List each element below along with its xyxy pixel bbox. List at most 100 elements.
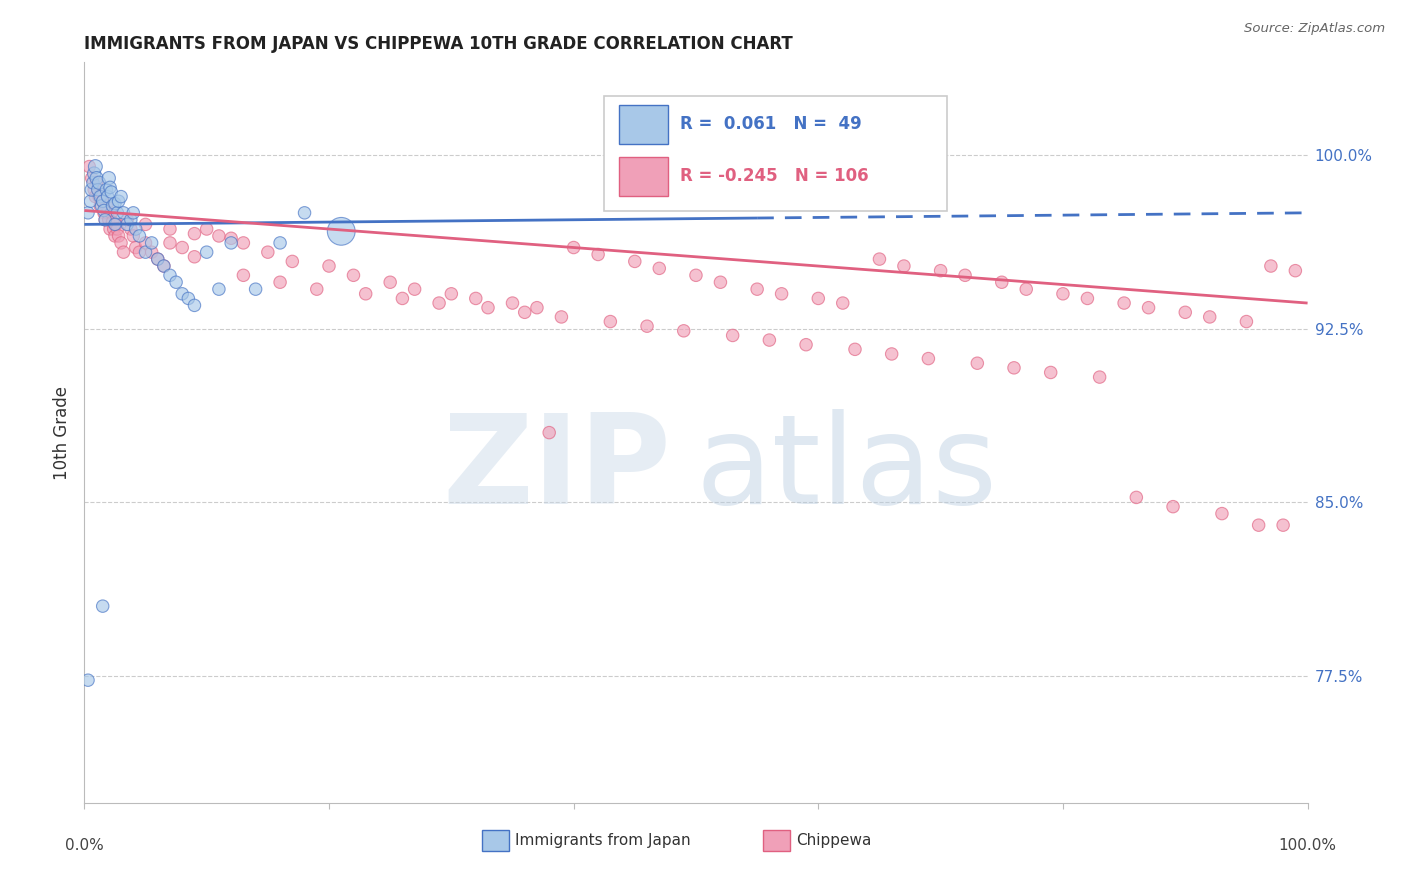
Point bbox=[183, 250, 205, 264]
Bar bbox=[619, 105, 668, 144]
Point bbox=[330, 224, 353, 238]
Text: 100.0%: 100.0% bbox=[1278, 838, 1337, 853]
Point bbox=[219, 231, 242, 245]
Point bbox=[105, 206, 128, 220]
Point bbox=[1114, 296, 1136, 310]
Point bbox=[1174, 305, 1197, 319]
Point bbox=[177, 292, 200, 306]
Point bbox=[880, 347, 903, 361]
Point bbox=[77, 673, 100, 688]
Point bbox=[135, 235, 157, 250]
Point bbox=[1161, 500, 1184, 514]
Point bbox=[128, 229, 150, 244]
Point bbox=[747, 282, 769, 296]
Point bbox=[208, 282, 231, 296]
Point bbox=[104, 229, 127, 244]
Point bbox=[79, 194, 101, 209]
Text: Immigrants from Japan: Immigrants from Japan bbox=[515, 833, 690, 848]
Point bbox=[172, 240, 194, 255]
Point bbox=[391, 292, 413, 306]
Point bbox=[245, 282, 267, 296]
Point bbox=[122, 206, 145, 220]
Point bbox=[93, 206, 115, 220]
Point bbox=[120, 222, 142, 236]
Point bbox=[183, 227, 205, 241]
Point bbox=[685, 268, 707, 283]
Point bbox=[195, 222, 218, 236]
Point bbox=[1272, 518, 1295, 533]
Text: IMMIGRANTS FROM JAPAN VS CHIPPEWA 10TH GRADE CORRELATION CHART: IMMIGRANTS FROM JAPAN VS CHIPPEWA 10TH G… bbox=[84, 35, 793, 53]
Point bbox=[257, 245, 280, 260]
Point bbox=[98, 222, 121, 236]
Point bbox=[208, 229, 231, 244]
Bar bbox=[619, 157, 668, 195]
Point bbox=[893, 259, 915, 273]
Point bbox=[294, 206, 316, 220]
Text: ZIP: ZIP bbox=[443, 409, 672, 530]
Point bbox=[96, 199, 118, 213]
Point bbox=[97, 212, 120, 227]
Point bbox=[115, 212, 138, 227]
Point bbox=[991, 275, 1014, 289]
Point bbox=[464, 292, 486, 306]
Point bbox=[966, 356, 988, 370]
Point bbox=[86, 176, 108, 190]
Text: Chippewa: Chippewa bbox=[796, 833, 872, 848]
Point bbox=[305, 282, 328, 296]
Point bbox=[1284, 263, 1306, 277]
Point bbox=[672, 324, 695, 338]
Point bbox=[87, 183, 110, 197]
Point bbox=[165, 275, 187, 289]
Point bbox=[125, 240, 148, 255]
Point bbox=[1052, 286, 1074, 301]
Point bbox=[93, 203, 115, 218]
Point bbox=[98, 180, 121, 194]
Point bbox=[1198, 310, 1220, 324]
Point bbox=[219, 235, 242, 250]
Point bbox=[110, 235, 132, 250]
Point bbox=[183, 298, 205, 312]
Point bbox=[159, 235, 181, 250]
Point bbox=[513, 305, 536, 319]
Point bbox=[550, 310, 572, 324]
Point bbox=[1002, 360, 1025, 375]
Point bbox=[1137, 301, 1160, 315]
Point bbox=[1076, 292, 1098, 306]
Point bbox=[90, 199, 112, 213]
Point bbox=[195, 245, 218, 260]
Point bbox=[1125, 491, 1147, 505]
Point bbox=[831, 296, 853, 310]
Point bbox=[141, 235, 163, 250]
Point bbox=[758, 333, 780, 347]
Point bbox=[269, 235, 291, 250]
Point bbox=[354, 286, 377, 301]
Point bbox=[770, 286, 793, 301]
Point bbox=[929, 263, 952, 277]
Point bbox=[87, 176, 110, 190]
Point bbox=[477, 301, 499, 315]
Point bbox=[122, 229, 145, 244]
Point bbox=[1236, 314, 1258, 328]
Point bbox=[94, 212, 117, 227]
Point bbox=[83, 183, 105, 197]
Point bbox=[89, 189, 111, 203]
Point bbox=[96, 183, 118, 197]
Point bbox=[538, 425, 561, 440]
Point bbox=[269, 275, 291, 289]
Point bbox=[844, 343, 866, 357]
Point bbox=[104, 218, 127, 232]
Point bbox=[101, 215, 124, 229]
Point bbox=[97, 171, 120, 186]
Point bbox=[1015, 282, 1038, 296]
Text: Source: ZipAtlas.com: Source: ZipAtlas.com bbox=[1244, 22, 1385, 36]
Point bbox=[721, 328, 744, 343]
Point bbox=[103, 222, 125, 236]
Point bbox=[562, 240, 585, 255]
Point bbox=[159, 268, 181, 283]
Point bbox=[112, 206, 135, 220]
Point bbox=[141, 245, 163, 260]
Point bbox=[1211, 507, 1233, 521]
Point bbox=[91, 599, 114, 614]
Point bbox=[342, 268, 364, 283]
Point bbox=[586, 247, 609, 261]
